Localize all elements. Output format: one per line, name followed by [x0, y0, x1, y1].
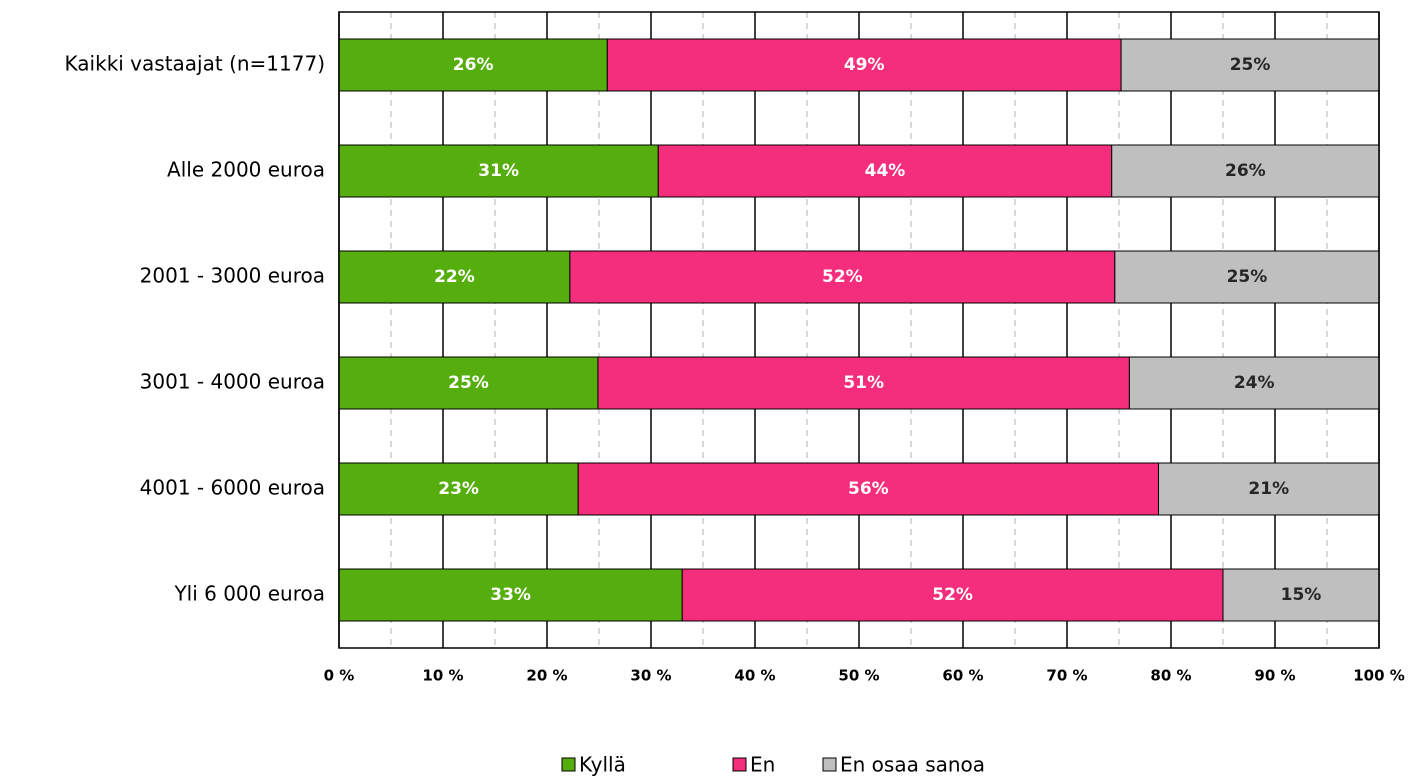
data-label: 15%	[1281, 585, 1322, 605]
data-label: 25%	[448, 373, 489, 393]
x-tick-label: 60 %	[942, 667, 983, 685]
data-label: 25%	[1227, 267, 1268, 287]
legend-swatch	[561, 757, 576, 772]
bar-segment	[569, 250, 1116, 304]
category-label: Kaikki vastaajat (n=1177)	[65, 52, 325, 76]
x-tick-label: 40 %	[734, 667, 775, 685]
bar-segment	[338, 462, 579, 516]
category-label: 3001 - 4000 euroa	[140, 370, 325, 394]
bar-segment	[338, 568, 683, 622]
data-label: 56%	[848, 479, 889, 499]
category-label: 2001 - 3000 euroa	[140, 264, 325, 288]
bar-segment	[338, 38, 608, 92]
bar-segment	[681, 568, 1224, 622]
data-label: 52%	[822, 267, 863, 287]
data-label: 22%	[434, 267, 475, 287]
data-label: 52%	[932, 585, 973, 605]
legend-swatch	[822, 757, 837, 772]
bar-segment	[606, 38, 1122, 92]
category-label: Yli 6 000 euroa	[173, 582, 325, 606]
x-tick-label: 100 %	[1353, 667, 1405, 685]
legend-swatch	[732, 757, 747, 772]
bar-segment	[1114, 250, 1380, 304]
category-label: Alle 2000 euroa	[167, 158, 325, 182]
data-label: 26%	[453, 55, 494, 75]
data-label: 49%	[844, 55, 885, 75]
bar-segment	[1222, 568, 1380, 622]
data-label: 44%	[865, 161, 906, 181]
bar-segment	[1120, 38, 1380, 92]
x-tick-label: 90 %	[1254, 667, 1295, 685]
bar-segment	[577, 462, 1160, 516]
legend-label: En	[750, 753, 775, 777]
x-tick-label: 10 %	[422, 667, 463, 685]
legend-label: En osaa sanoa	[840, 753, 985, 777]
bar-segment	[597, 356, 1130, 410]
bar-segment	[657, 144, 1113, 198]
data-label: 24%	[1234, 373, 1275, 393]
bar-segment	[1158, 462, 1380, 516]
legend-label: Kyllä	[579, 753, 626, 777]
x-tick-label: 20 %	[526, 667, 567, 685]
bar-segment	[1111, 144, 1380, 198]
data-label: 51%	[843, 373, 884, 393]
data-label: 21%	[1248, 479, 1289, 499]
bar-segment	[1128, 356, 1380, 410]
bar-segment	[338, 356, 599, 410]
plot-border	[338, 11, 1380, 649]
x-tick-label: 30 %	[630, 667, 671, 685]
data-label: 23%	[438, 479, 479, 499]
x-tick-label: 50 %	[838, 667, 879, 685]
x-tick-label: 0 %	[324, 667, 355, 685]
category-label: 4001 - 6000 euroa	[140, 476, 325, 500]
data-label: 33%	[490, 585, 531, 605]
data-label: 31%	[478, 161, 519, 181]
x-tick-label: 70 %	[1046, 667, 1087, 685]
data-label: 26%	[1225, 161, 1266, 181]
data-label: 25%	[1230, 55, 1271, 75]
x-tick-label: 80 %	[1150, 667, 1191, 685]
